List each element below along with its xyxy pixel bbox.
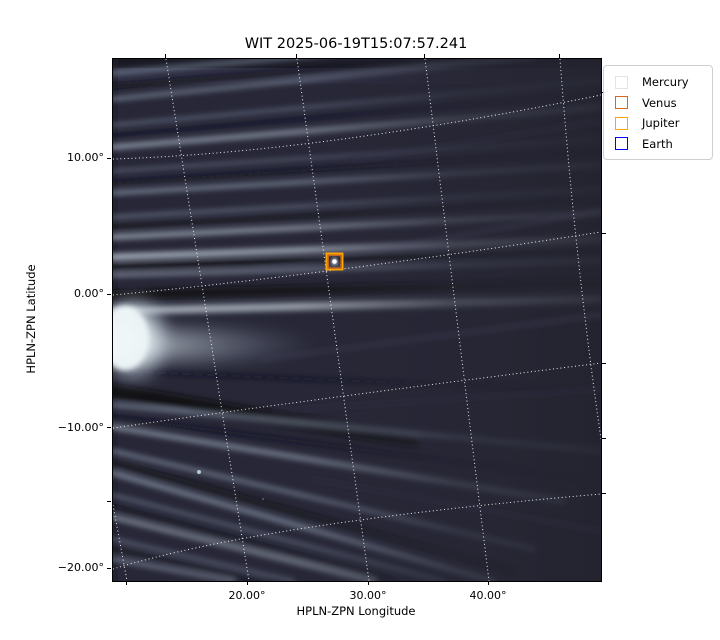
ytick-label-10: 10.00° bbox=[67, 151, 104, 164]
star-point bbox=[197, 470, 201, 474]
legend-item-mercury: Mercury bbox=[612, 72, 704, 93]
y-axis-label: HPLN-ZPN Latitude bbox=[24, 264, 38, 374]
left-tick bbox=[107, 501, 111, 502]
xtick-label-40: 40.00° bbox=[469, 589, 507, 602]
legend-item-venus: Venus bbox=[612, 93, 704, 114]
ytick-label-0: 0.00° bbox=[74, 287, 104, 300]
top-tick bbox=[165, 54, 166, 58]
legend-item-jupiter: Jupiter bbox=[612, 113, 704, 134]
x-axis-label: HPLN-ZPN Longitude bbox=[296, 604, 416, 618]
right-tick bbox=[602, 363, 606, 364]
gridline-lon-30 bbox=[296, 59, 370, 581]
bottom-tick bbox=[368, 581, 369, 585]
faint-star-point bbox=[262, 498, 264, 500]
left-tick bbox=[107, 568, 111, 569]
bottom-tick bbox=[126, 581, 127, 585]
image-plot bbox=[112, 58, 602, 582]
left-tick bbox=[107, 427, 111, 428]
venus-marker-box bbox=[327, 254, 342, 269]
jupiter-marker-box bbox=[325, 252, 344, 271]
jupiter-swatch-icon bbox=[615, 116, 628, 130]
legend-label: Jupiter bbox=[642, 116, 680, 131]
left-tick bbox=[107, 158, 111, 159]
planet-marker bbox=[325, 252, 344, 271]
legend-label: Venus bbox=[642, 95, 677, 110]
xtick-label-30: 30.00° bbox=[349, 589, 387, 602]
gridline-lat-0 bbox=[113, 231, 601, 296]
plot-title: WIT 2025-06-19T15:07:57.241 bbox=[244, 36, 468, 52]
ytick-label-m20: −20.00° bbox=[57, 561, 104, 574]
right-tick bbox=[602, 438, 606, 439]
right-tick bbox=[602, 233, 606, 234]
gridline-lon-20 bbox=[165, 59, 250, 581]
ytick-label-m10: −10.00° bbox=[57, 421, 104, 434]
earth-swatch-icon bbox=[615, 137, 628, 151]
bottom-tick bbox=[247, 581, 248, 585]
legend-item-earth: Earth bbox=[612, 134, 704, 155]
right-tick bbox=[602, 493, 606, 494]
coordinate-grid bbox=[113, 59, 601, 581]
top-tick bbox=[424, 54, 425, 58]
heliospheric-image bbox=[113, 59, 601, 581]
xtick-label-20: 20.00° bbox=[228, 589, 266, 602]
legend-label: Earth bbox=[642, 136, 673, 151]
legend: Mercury Venus Jupiter Earth bbox=[603, 65, 713, 160]
left-tick bbox=[107, 294, 111, 295]
bottom-tick bbox=[488, 581, 489, 585]
venus-swatch-icon bbox=[615, 96, 628, 110]
top-tick bbox=[296, 54, 297, 58]
top-tick bbox=[559, 54, 560, 58]
mercury-swatch-icon bbox=[615, 75, 628, 89]
planet-dot bbox=[332, 259, 337, 264]
gridline-lon-50 bbox=[559, 59, 601, 440]
gridline-lon-40 bbox=[424, 59, 490, 581]
legend-label: Mercury bbox=[642, 75, 689, 90]
